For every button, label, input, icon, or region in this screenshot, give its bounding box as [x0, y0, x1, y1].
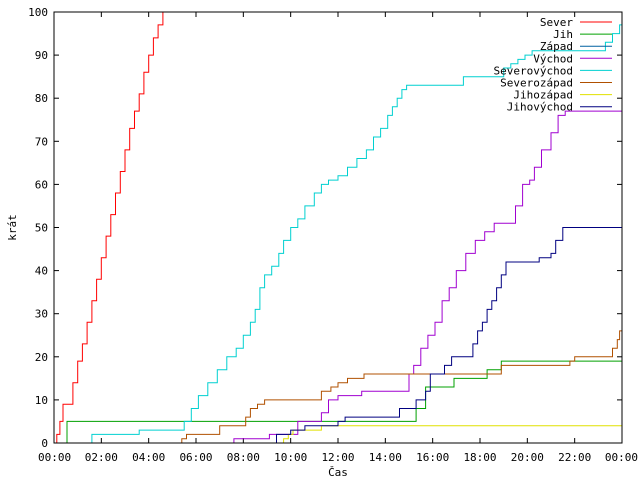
- x-tick-label: 12:00: [321, 451, 354, 464]
- x-tick-label: 00:00: [38, 451, 71, 464]
- x-tick-label: 00:00: [605, 451, 638, 464]
- series-line-0: [54, 12, 164, 444]
- series-line-1: [54, 360, 622, 444]
- y-tick-label: 20: [35, 351, 48, 364]
- y-tick-label: 50: [35, 222, 48, 235]
- x-tick-label: 04:00: [132, 451, 165, 464]
- legend-label: Jihovýchod: [507, 101, 573, 114]
- series-line-3: [54, 110, 622, 444]
- x-tick-label: 22:00: [558, 451, 591, 464]
- plot-frame: [53, 11, 623, 444]
- y-tick-label: 70: [35, 135, 48, 148]
- y-tick-label: 80: [35, 92, 48, 105]
- y-tick-label: 100: [28, 6, 48, 19]
- series-line-4: [54, 24, 622, 444]
- x-axis-title: Čas: [328, 466, 348, 479]
- y-tick-label: 30: [35, 308, 48, 321]
- x-tick-label: 18:00: [463, 451, 496, 464]
- y-tick-label: 10: [35, 394, 48, 407]
- x-tick-label: 02:00: [85, 451, 118, 464]
- y-axis-title: krát: [6, 214, 19, 241]
- series-line-7: [54, 227, 622, 444]
- x-tick-label: 20:00: [511, 451, 544, 464]
- legend-label: Východ: [533, 52, 573, 65]
- series-line-5: [54, 330, 622, 444]
- legend-label: Sever: [540, 16, 573, 29]
- x-tick-label: 10:00: [274, 451, 307, 464]
- x-tick-label: 14:00: [369, 451, 402, 464]
- legend-label: Severovýchod: [494, 64, 573, 77]
- y-tick-label: 90: [35, 49, 48, 62]
- legend-label: Severozápad: [500, 77, 573, 90]
- ticks-layer: 0 10 20 30 40 50 60 70 80 90 100 00:00 02:00 04:00 06:…: [28, 6, 638, 464]
- legend: SeverJihZápadVýchodSeverovýchodSeverozáp…: [494, 16, 612, 114]
- legend-label: Západ: [540, 40, 573, 53]
- y-tick-label: 60: [35, 178, 48, 191]
- legend-label: Jih: [553, 28, 573, 41]
- y-tick-label: 40: [35, 265, 48, 278]
- x-tick-label: 06:00: [179, 451, 212, 464]
- x-tick-label: 16:00: [416, 451, 449, 464]
- x-tick-label: 08:00: [227, 451, 260, 464]
- legend-label: Jihozápad: [513, 89, 573, 102]
- y-tick-label: 0: [41, 437, 48, 450]
